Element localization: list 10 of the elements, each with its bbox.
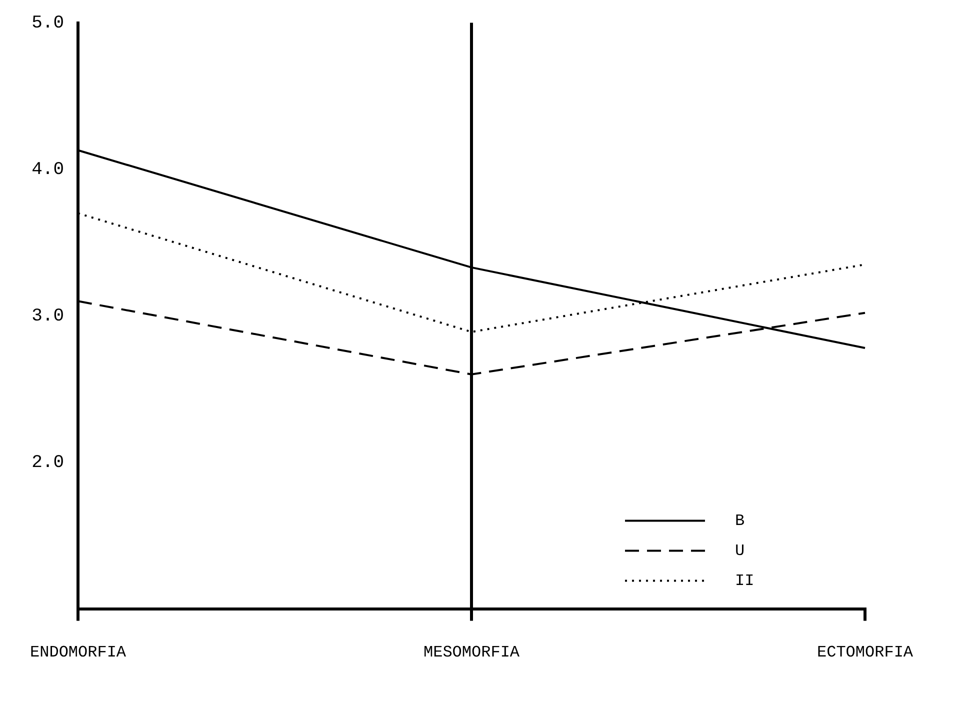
y-tick-label: 4.0 (32, 160, 64, 180)
y-tick-label: 5.0 (32, 14, 64, 34)
x-tick-label: ENDOMORFIA (30, 644, 126, 662)
y-tick-label: 2.0 (32, 453, 64, 474)
legend-label: B (735, 512, 745, 530)
x-tick-label: ECTOMORFIA (816, 644, 914, 662)
legend-label: II (735, 572, 754, 590)
x-tick-label: MESOMORFIA (423, 644, 520, 662)
legend-label: U (735, 542, 745, 560)
y-tick-label: 3.0 (32, 306, 64, 327)
